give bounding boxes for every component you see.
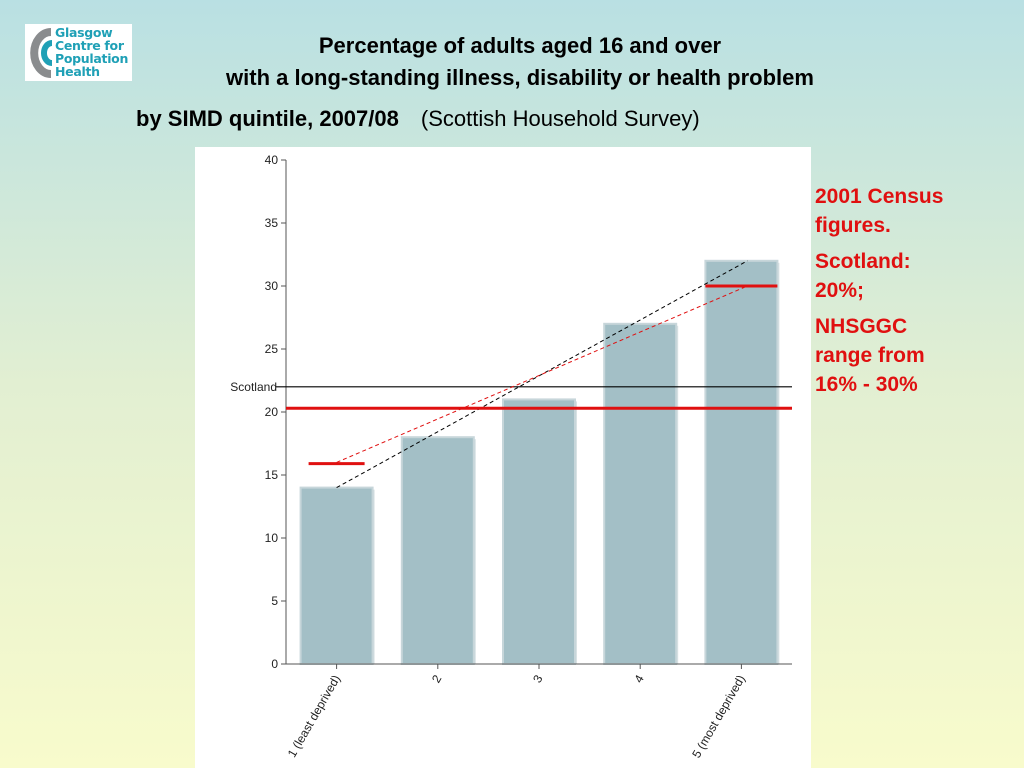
- x-tick-label: 2: [429, 672, 445, 685]
- bar: [603, 322, 678, 666]
- x-tick-label: 1 (least deprived): [285, 673, 343, 760]
- x-tick-label: 4: [631, 672, 647, 685]
- census-note-heading: 2001 Census figures.: [815, 185, 944, 237]
- bar: [299, 486, 374, 665]
- gcph-logo-wordmark: Glasgow Centre for Population Health: [55, 26, 131, 78]
- logo-line: Glasgow: [55, 25, 113, 40]
- chart-title-line-1: Percentage of adults aged 16 and over: [318, 33, 722, 58]
- gcph-logo: Glasgow Centre for Population Health: [25, 24, 132, 81]
- y-tick-label: 5: [271, 594, 278, 608]
- logo-line: Population: [55, 51, 129, 66]
- census-note-nhsggc: NHSGGC range from 16% - 30%: [815, 315, 925, 396]
- bar: [400, 436, 475, 666]
- y-tick-label: 0: [271, 657, 278, 671]
- y-tick-label: 15: [265, 468, 279, 482]
- y-tick-label: 25: [265, 342, 279, 356]
- x-tick-label: 3: [530, 672, 546, 685]
- y-tick-label: 10: [265, 531, 279, 545]
- y-tick-label: 30: [265, 279, 279, 293]
- census-note-scotland: Scotland: 20%;: [815, 250, 911, 302]
- logo-line: Health: [55, 64, 100, 79]
- y-tick-label: 35: [265, 216, 279, 230]
- census-note: 2001 Census figures. Scotland: 20%; NHSG…: [815, 182, 965, 406]
- bar: [704, 259, 779, 666]
- chart-panel: 0 5 10 15 20 25 30 35 40 1 (least deprived) 2 3 4 5 (…: [195, 147, 811, 768]
- trend-line-black-dashed: [336, 260, 748, 489]
- chart-title-line-2: with a long-standing illness, disability…: [226, 65, 814, 90]
- scotland-reference-label: Scotland: [230, 380, 277, 394]
- bar: [502, 398, 576, 665]
- trend-line-red-dashed: [336, 285, 748, 463]
- gcph-logo-mark: [30, 28, 53, 78]
- data-source-label: (Scottish Household Survey): [420, 106, 700, 131]
- title-subject: by SIMD quintile, 2007/08: [136, 106, 399, 131]
- y-tick-label: 20: [265, 405, 279, 419]
- bar-chart: 0 5 10 15 20 25 30 35 40 1 (least deprived) 2 3 4 5 (…: [230, 153, 792, 761]
- chart-title-line-3: by SIMD quintile, 2007/08 (Scottish House…: [136, 106, 700, 132]
- y-tick-label: 40: [265, 153, 279, 167]
- logo-line: Centre for: [55, 38, 124, 53]
- x-tick-label: 5 (most deprived): [689, 673, 748, 761]
